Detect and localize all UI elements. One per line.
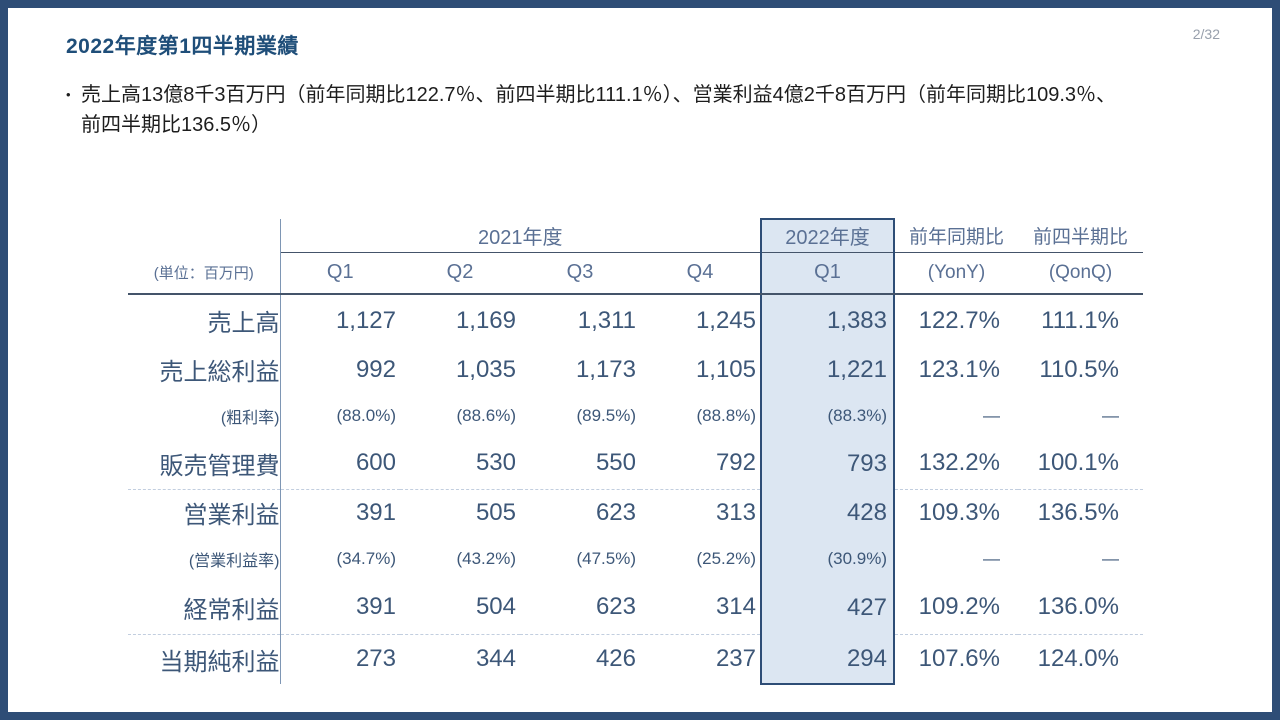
quarter-header: Q3 [520,252,640,295]
cell-value: 600 [280,438,400,490]
cell-value: 623 [520,581,640,635]
cell-value: 792 [640,438,761,490]
yony-subheader: (YonY) [894,252,1018,295]
quarter-header-row: (単位：百万円) Q1 Q2 Q3 Q4 Q1 (YonY) (QonQ) [128,252,1143,295]
empty-corner-cell [128,219,281,252]
cell-value: 109.3% [918,498,1000,526]
cell-value: 504 [400,581,520,635]
cell-value: 273 [355,645,396,673]
cell-value: — [983,548,1000,568]
fy2021-header: 2021年度 [280,219,761,253]
unit-label: (単位：百万円) [128,252,281,295]
cell-value: 313 [715,498,756,526]
cell-value: 992 [355,355,396,383]
quarter-header: Q1 [280,252,400,295]
cell-value: 1,105 [695,355,756,383]
cell-value-current: 294 [760,634,895,685]
cell-value-current: 428 [760,489,895,536]
table-row-ordinary-income: 経常利益 391 504 623 314 427 109.2% 136.0% [128,581,1143,635]
page-number: 2/32 [1192,26,1220,42]
cell-value: — [1102,405,1119,425]
cell-value: 136.5% [1037,498,1119,526]
cell-value: 530 [400,438,520,490]
row-label: 売上高 [128,294,281,346]
cell-value: 391 [280,581,400,635]
cell-value: 111.1% [1041,306,1119,334]
row-label: (粗利率) [128,393,281,438]
summary-bullet: • 売上高13億8千3百万円（前年同期比122.7％、前四半期比111.1％）、… [66,80,1216,140]
cell-value: (47.5%) [576,548,636,568]
table-row-net-income: 当期純利益 273 344 426 237 294 107.6% 124.0% [128,634,1143,685]
cell-value: 623 [595,498,636,526]
row-label: 当期純利益 [128,634,281,684]
table-row-gross-margin: (粗利率) (88.0%) (88.6%) (89.5%) (88.8%) (8… [128,393,1143,438]
cell-value: 132.2% [894,438,1018,490]
quarter-header-current: Q1 [760,252,895,295]
quarter-header: Q2 [400,252,520,295]
cell-value-current: 793 [760,438,895,489]
cell-value: 1,311 [577,306,636,334]
cell-value: 314 [640,581,761,635]
table-row-operating-margin: (営業利益率) (34.7%) (43.2%) (47.5%) (25.2%) … [128,536,1143,581]
quarterly-results-table: 2021年度 2022年度 前年同期比 前四半期比 (単位：百万円) Q1 Q2… [128,218,1143,685]
cell-value: 426 [595,645,636,673]
cell-value-current: 1,383 [760,294,895,346]
cell-value: — [1102,548,1119,568]
cell-value: 344 [475,645,516,673]
cell-value: 505 [475,498,516,526]
row-label: 売上総利益 [128,346,281,393]
cell-value: 1,169 [455,306,516,334]
quarter-header: Q4 [640,252,761,295]
summary-text: 売上高13億8千3百万円（前年同期比122.7％、前四半期比111.1％）、営業… [81,84,1117,136]
table-row-operating-income: 営業利益 391 505 623 313 428 109.3% 136.5% [128,489,1143,536]
page-title: 2022年度第1四半期業績 [66,35,299,58]
cell-value: 136.0% [1018,581,1143,635]
cell-value: 1,245 [695,306,756,334]
qonq-header: 前四半期比 [1018,219,1143,253]
cell-value: 1,127 [335,306,396,334]
cell-value: 109.2% [894,581,1018,635]
cell-value-current: 427 [760,581,895,634]
cell-value: 124.0% [1037,645,1119,673]
cell-value: 123.1% [918,355,1000,383]
row-label: 営業利益 [128,489,281,536]
cell-value-current: (30.9%) [760,536,895,581]
cell-value: (43.2%) [456,548,516,568]
cell-value: 107.6% [918,645,1000,673]
row-label: (営業利益率) [128,536,281,581]
cell-value-current: (88.3%) [760,393,895,438]
fy2022-header: 2022年度 [760,218,895,253]
cell-value: 122.7% [918,306,1000,334]
cell-value: 100.1% [1018,438,1143,490]
cell-value: (34.7%) [336,548,396,568]
cell-value: (88.8%) [696,405,756,425]
qonq-subheader: (QonQ) [1018,252,1143,295]
cell-value: 237 [715,645,756,673]
cell-value: 110.5% [1039,355,1119,383]
table-row-gross-profit: 売上総利益 992 1,035 1,173 1,105 1,221 123.1%… [128,346,1143,393]
cell-value: (88.0%) [336,405,396,425]
cell-value: (25.2%) [696,548,756,568]
table-row-net-sales: 売上高 1,127 1,169 1,311 1,245 1,383 122.7%… [128,294,1143,346]
cell-value-current: 1,221 [760,346,895,393]
cell-value: (89.5%) [576,405,636,425]
row-label: 経常利益 [128,581,281,635]
bullet-marker-icon: • [66,87,71,102]
cell-value: 1,173 [575,355,636,383]
year-header-row: 2021年度 2022年度 前年同期比 前四半期比 [128,218,1143,253]
table-row-sga: 販売管理費 600 530 550 792 793 132.2% 100.1% [128,438,1143,490]
row-label: 販売管理費 [128,438,281,490]
cell-value: 550 [520,438,640,490]
cell-value: — [983,405,1000,425]
cell-value: 391 [355,498,396,526]
cell-value: 1,035 [455,355,516,383]
yony-header: 前年同期比 [894,219,1018,253]
cell-value: (88.6%) [456,405,516,425]
